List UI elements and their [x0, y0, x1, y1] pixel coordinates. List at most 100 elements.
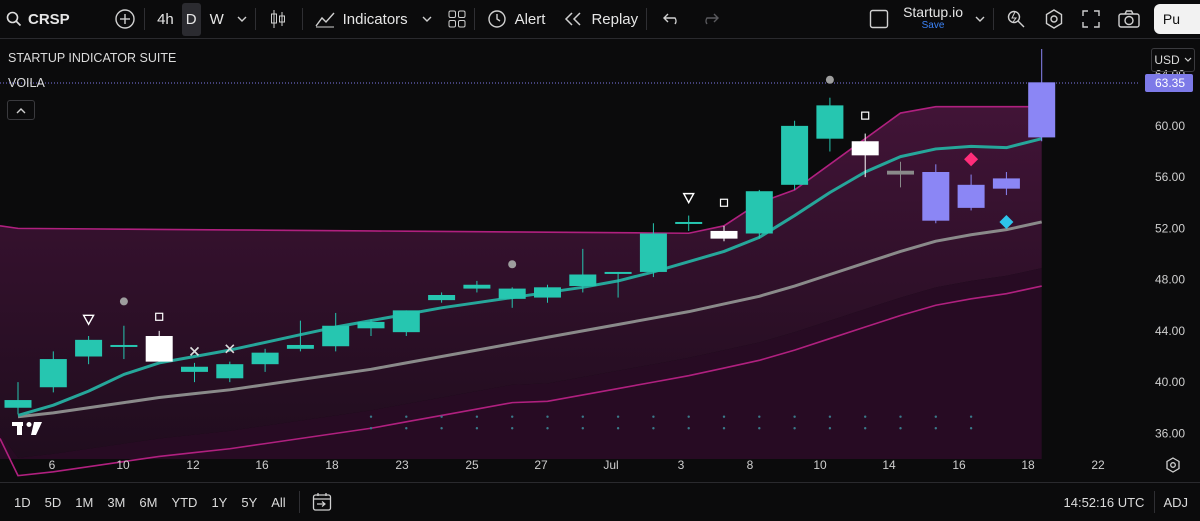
x-tick-label: 3 [678, 458, 685, 472]
templates-grid-icon[interactable] [448, 10, 466, 28]
signal-dot [440, 427, 443, 430]
fast-ma-line [17, 137, 1043, 417]
candle-body[interactable] [781, 125, 809, 185]
indicators-button[interactable]: Indicators [342, 10, 408, 28]
candle-body[interactable] [851, 141, 879, 156]
range-1d[interactable]: 1D [14, 494, 31, 510]
range-3m[interactable]: 3M [107, 494, 126, 510]
candle-body[interactable] [4, 400, 32, 408]
candle-body[interactable] [463, 284, 491, 289]
interval-w[interactable]: W [209, 10, 224, 28]
candle-body[interactable] [75, 339, 103, 357]
y-tick-label: 44.00 [1155, 324, 1185, 338]
divider [473, 8, 475, 30]
range-ytd[interactable]: YTD [171, 494, 198, 510]
y-tick-label: 52.00 [1155, 221, 1185, 235]
fullscreen-icon[interactable] [1082, 10, 1100, 28]
x-tick-label: 16 [255, 458, 269, 472]
publish-button[interactable]: Pu [1153, 4, 1200, 34]
candle-body[interactable] [286, 344, 314, 349]
settings-gear-icon[interactable] [1044, 9, 1064, 29]
signal-dot [687, 415, 690, 418]
candle-body[interactable] [922, 172, 950, 221]
clock-time[interactable]: 14:52:16 UTC [1063, 494, 1145, 510]
adj-toggle[interactable]: ADJ [1163, 494, 1188, 510]
candle-body[interactable] [816, 105, 844, 139]
camera-snapshot-icon[interactable] [1118, 10, 1140, 28]
divider [646, 8, 648, 30]
triangle-marker [82, 314, 95, 326]
range-6m[interactable]: 6M [139, 494, 158, 510]
collapse-legend-button[interactable] [7, 100, 35, 120]
range-1y[interactable]: 1Y [211, 494, 228, 510]
signal-dot [546, 427, 549, 430]
candle-body[interactable] [745, 191, 773, 234]
candle-body[interactable] [992, 178, 1020, 189]
y-tick-label: 36.00 [1155, 426, 1185, 440]
alert-button[interactable]: Alert [514, 10, 546, 28]
signal-dot [934, 427, 937, 430]
signal-dot [899, 427, 902, 430]
circle-marker [508, 260, 517, 269]
symbol-label: CRSP [28, 10, 70, 28]
sell-diamond-marker [964, 152, 979, 167]
signal-dot [405, 427, 408, 430]
candle-body[interactable] [887, 170, 914, 175]
candle-body[interactable] [957, 184, 985, 208]
candle-body[interactable] [145, 336, 173, 362]
square-marker [861, 111, 870, 120]
candle-body[interactable] [639, 233, 667, 272]
signal-dot [475, 415, 479, 418]
candle-body[interactable] [498, 288, 526, 299]
symbol-search[interactable]: CRSP [6, 0, 70, 38]
interval-4h[interactable]: 4h [157, 10, 174, 28]
interval-d[interactable]: D [181, 2, 201, 36]
candle-body[interactable] [534, 287, 561, 298]
replay-icon[interactable] [563, 12, 583, 26]
price-chart[interactable]: 36.0040.0044.0048.0052.0056.0060.0064.00… [0, 39, 1200, 481]
layout-name-block[interactable]: Startup.io Save [903, 5, 963, 33]
layout-square-icon[interactable] [869, 9, 889, 29]
range-all[interactable]: All [271, 494, 286, 510]
chevron-down-icon[interactable] [975, 15, 985, 23]
candle-body[interactable] [428, 295, 456, 301]
candle-body[interactable] [39, 359, 67, 388]
alert-clock-icon[interactable] [487, 9, 507, 29]
currency-selector[interactable]: USD [1151, 48, 1195, 72]
signal-dot [511, 415, 514, 418]
range-1m[interactable]: 1M [75, 494, 94, 510]
signal-dot [828, 427, 832, 430]
candle-body[interactable] [251, 352, 279, 365]
compare-add-icon[interactable] [114, 8, 136, 30]
candle-body[interactable] [392, 310, 420, 333]
go-to-date-icon[interactable] [312, 492, 332, 512]
x-tick-label: 14 [882, 458, 896, 472]
chevron-down-icon[interactable] [237, 15, 247, 23]
indicators-icon[interactable] [315, 10, 335, 28]
range-5d[interactable]: 5D [44, 494, 62, 510]
candle-body[interactable] [110, 344, 138, 347]
quick-search-icon[interactable] [1006, 9, 1026, 29]
candle-body[interactable] [216, 364, 244, 379]
undo-icon[interactable] [663, 12, 681, 26]
signal-dot [511, 427, 514, 430]
axis-settings-icon[interactable] [1166, 457, 1180, 473]
indicator-legend-title: STARTUP INDICATOR SUITE [8, 51, 177, 65]
candle-body[interactable] [710, 230, 738, 239]
candle-body[interactable] [675, 221, 703, 224]
candle-body[interactable] [604, 271, 632, 274]
range-5y[interactable]: 5Y [241, 494, 258, 510]
candle-body[interactable] [1028, 82, 1056, 138]
candle-body[interactable] [181, 366, 208, 372]
candles-icon[interactable] [270, 9, 286, 29]
redo-icon[interactable] [701, 12, 720, 26]
candle-body[interactable] [322, 325, 350, 347]
divider [1154, 491, 1156, 513]
candle-body[interactable] [569, 274, 597, 287]
divider [254, 8, 256, 30]
replay-button[interactable]: Replay [591, 10, 639, 28]
chart-area[interactable]: 36.0040.0044.0048.0052.0056.0060.0064.00… [0, 39, 1200, 481]
signal-dot [687, 427, 690, 430]
chevron-down-icon[interactable] [422, 15, 432, 23]
candle-body[interactable] [357, 321, 385, 329]
